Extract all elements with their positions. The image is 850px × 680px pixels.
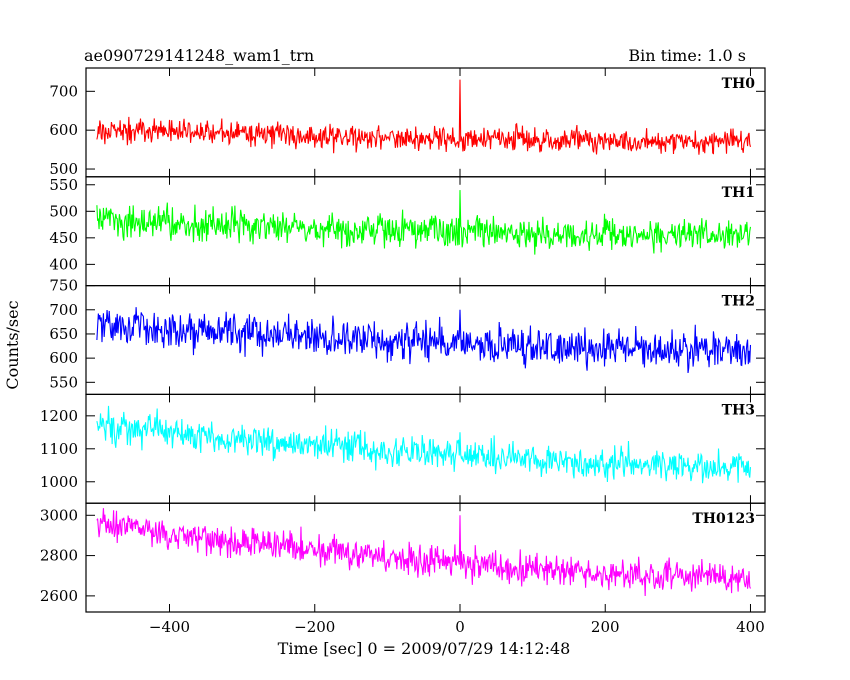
y-tick-label: 3000 — [40, 506, 78, 524]
y-tick-label: 650 — [49, 325, 78, 343]
panel-th0123: 2600 2800 3000 TH0123 — [40, 502, 766, 613]
chart-title-right: Bin time: 1.0 s — [628, 46, 746, 65]
panel-label: TH1 — [722, 185, 755, 201]
x-tick-label: −400 — [149, 618, 190, 636]
panel-frame — [85, 502, 766, 613]
y-tick-label: 550 — [49, 176, 78, 194]
panel-frame — [85, 393, 766, 504]
y-tick-label: 600 — [49, 349, 78, 367]
series-th0 — [96, 79, 752, 155]
panel-label: TH0 — [722, 76, 756, 92]
y-tick-label: 400 — [49, 255, 78, 273]
x-tick-label: 0 — [455, 618, 465, 636]
panel-label: TH0123 — [692, 511, 755, 527]
y-tick-label: 1000 — [40, 473, 78, 491]
y-tick-label: 2600 — [40, 587, 78, 605]
y-tick-label: 1200 — [40, 407, 78, 425]
x-tick-label: −200 — [294, 618, 335, 636]
y-axis-label: Counts/sec — [3, 300, 22, 389]
y-tick-label: 750 — [49, 277, 78, 295]
y-tick-label: 2800 — [40, 547, 78, 565]
y-tick-label: 450 — [49, 229, 78, 247]
panel-th0: 500 600 700 TH0 — [49, 67, 766, 178]
panel-label: TH2 — [722, 294, 755, 310]
y-tick-label: 500 — [49, 160, 78, 178]
x-axis: −400 −200 0 200 400 — [149, 618, 765, 636]
series-th1 — [96, 190, 752, 255]
panel-label: TH3 — [722, 402, 755, 418]
series-th0123 — [96, 508, 751, 596]
y-tick-label: 550 — [49, 373, 78, 391]
panel-frame — [85, 67, 766, 178]
y-tick-label: 1100 — [40, 440, 78, 458]
x-tick-label: 400 — [736, 618, 765, 636]
panel-th2: 550 600 650 700 750 TH2 — [49, 277, 766, 396]
x-tick-label: 200 — [591, 618, 620, 636]
y-tick-label: 700 — [49, 82, 78, 100]
panel-th3: 1000 1100 1200 TH3 — [40, 393, 766, 504]
series-th3 — [96, 405, 752, 484]
y-tick-label: 500 — [49, 202, 78, 220]
chart-title-left: ae090729141248_wam1_trn — [84, 46, 314, 65]
panel-th1: 400 450 500 550 TH1 — [49, 176, 766, 287]
y-tick-label: 700 — [49, 301, 78, 319]
y-tick-label: 600 — [49, 121, 78, 139]
series-th2 — [96, 307, 752, 374]
x-axis-label: Time [sec] 0 = 2009/07/29 14:12:48 — [278, 639, 571, 658]
